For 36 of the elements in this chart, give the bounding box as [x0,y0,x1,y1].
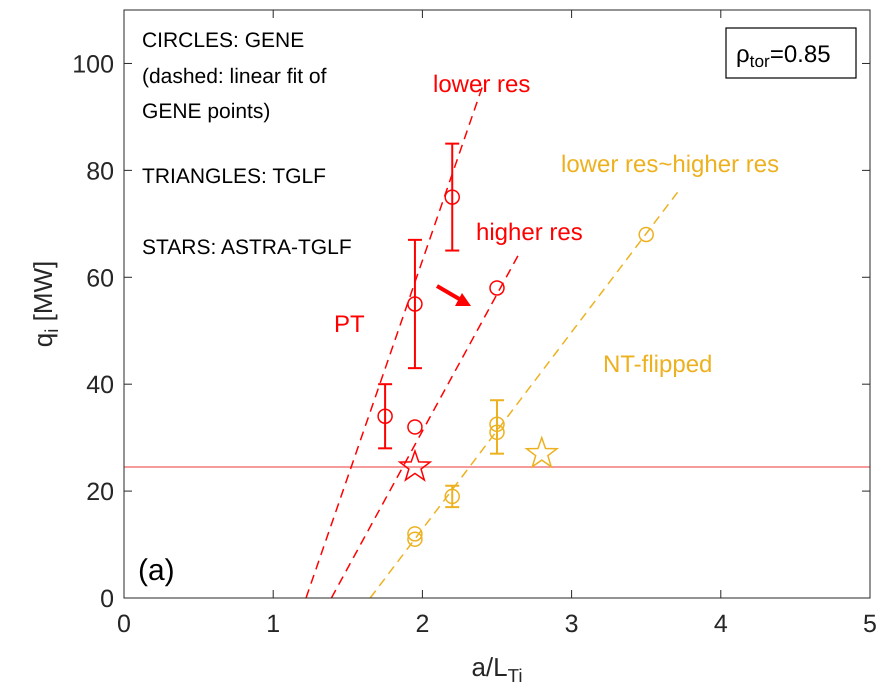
point [377,408,393,424]
annotation: TRIANGLES: TGLF [142,165,326,188]
annotation: STARS: ASTRA-TGLF [142,236,352,259]
annotation: higher res [476,219,583,246]
annotation: (a) [138,554,175,587]
point [407,526,423,542]
y-tick-label: 60 [86,264,114,292]
annotation: CIRCLES: GENE [142,29,304,52]
y-tick-label: 40 [86,371,114,400]
point [489,416,505,432]
point [638,226,654,242]
point [407,296,423,312]
point [489,424,505,440]
annotation: ρ$_{tor}$=0.85 [736,41,831,72]
point [444,189,460,205]
annotation: (dashed: linear fit of [142,65,327,88]
annotation: lower res~higher res [561,151,780,178]
x-axis-title: a/L$_{Ti}$ [471,652,523,686]
y-tick-label: 80 [86,157,114,186]
y-tick-label: 0 [100,585,114,613]
y-tick-label: 20 [86,478,114,506]
point [407,531,423,547]
x-tick-label: 0 [117,610,131,638]
annotation: GENE points) [142,100,270,123]
x-tick-label: 2 [415,610,430,638]
x-tick-label: 5 [863,610,877,638]
point [444,488,460,504]
x-tick-label: 4 [714,610,728,638]
y-tick-label: 100 [72,50,114,78]
point [489,280,505,296]
x-tick-label: 3 [564,610,579,638]
annotation: NT-flipped [603,351,712,378]
point [407,419,423,435]
x-tick-label: 1 [266,610,280,638]
annotation: lower res [433,71,530,98]
annotation: PT [334,311,366,338]
